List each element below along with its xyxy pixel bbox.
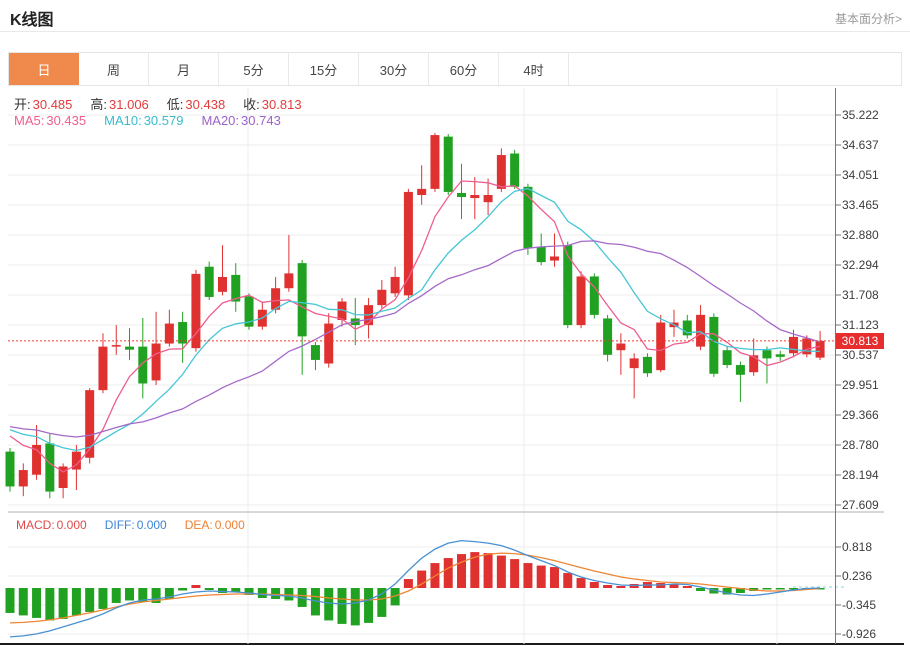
price-axis-label: 30.537 (842, 348, 879, 362)
fundamental-analysis-link[interactable]: 基本面分析> (834, 12, 902, 26)
ohlc-row-item: 低: 30.438 (166, 97, 226, 112)
interval-tab-2[interactable]: 周 (79, 53, 149, 85)
macd-axis-label: -0.926 (842, 627, 877, 641)
candlesticks (5, 133, 825, 499)
ma-row-item: MA20: 30.743 (201, 113, 281, 128)
macd-legend-row: MACD: 0.000 DIFF: 0.000 DEA: 0.000 (16, 518, 245, 532)
price-axis-label: 32.294 (842, 258, 879, 272)
macd-axis-label: 0.818 (842, 540, 873, 554)
interval-tab-7[interactable]: 60分 (429, 53, 499, 85)
last-price-badge: 30.813 (836, 333, 884, 349)
macd-axis-label: -0.345 (842, 598, 877, 612)
price-axis-label: 31.708 (842, 288, 879, 302)
interval-tab-3[interactable]: 月 (149, 53, 219, 85)
ohlc-row-item: 开: 30.485 (14, 97, 73, 112)
tabbar-filler (569, 53, 901, 85)
price-axis-label: 29.951 (842, 378, 879, 392)
interval-tab-1[interactable]: 日 (9, 53, 79, 85)
axis-lines (8, 88, 884, 644)
ohlc-row-item: 高: 31.006 (90, 97, 149, 112)
price-axis-label: 33.465 (842, 198, 879, 212)
macd-axis-label: 0.236 (842, 569, 873, 583)
ma20-line (9, 240, 821, 438)
grid-lines (8, 88, 835, 644)
diff-line (9, 539, 821, 638)
price-axis-label: 27.609 (842, 498, 879, 512)
interval-tab-4[interactable]: 5分 (219, 53, 289, 85)
ohlc-info-row: 开: 30.485 高: 31.006 低: 30.438 收: 30.813 (14, 94, 302, 113)
price-axis-label: 35.222 (842, 108, 879, 122)
macd-row-item: DIFF: 0.000 (104, 518, 167, 532)
bottom-border-bar (0, 643, 904, 645)
macd-row-item: MACD: 0.000 (16, 518, 87, 532)
page-title: K线图 (10, 12, 54, 29)
price-axis-label: 32.880 (842, 228, 879, 242)
price-axis-label: 31.123 (842, 318, 879, 332)
ma5-line (9, 180, 821, 473)
price-axis-label: 28.780 (842, 438, 879, 452)
macd-row-item: DEA: 0.000 (184, 518, 245, 532)
ma-legend-row: MA5: 30.435 MA10: 30.579 MA20: 30.743 (14, 113, 281, 128)
price-axis-label: 29.366 (842, 408, 879, 422)
dea-line (9, 552, 821, 624)
interval-tab-6[interactable]: 30分 (359, 53, 429, 85)
price-axis-label: 28.194 (842, 468, 879, 482)
interval-tab-5[interactable]: 15分 (289, 53, 359, 85)
title-divider (0, 31, 910, 32)
interval-tabbar: 日周月 5分 15分 30分 60分 4时 (8, 52, 902, 86)
price-axis-label: 34.637 (842, 138, 879, 152)
ma10-line (9, 187, 821, 452)
price-axis-label: 34.051 (842, 168, 879, 182)
ma-row-item: MA5: 30.435 (14, 113, 87, 128)
macd-histogram (5, 552, 825, 626)
ohlc-row-item: 收: 30.813 (243, 97, 302, 112)
interval-tab-8[interactable]: 4时 (499, 53, 569, 85)
ma-row-item: MA10: 30.579 (104, 113, 184, 128)
